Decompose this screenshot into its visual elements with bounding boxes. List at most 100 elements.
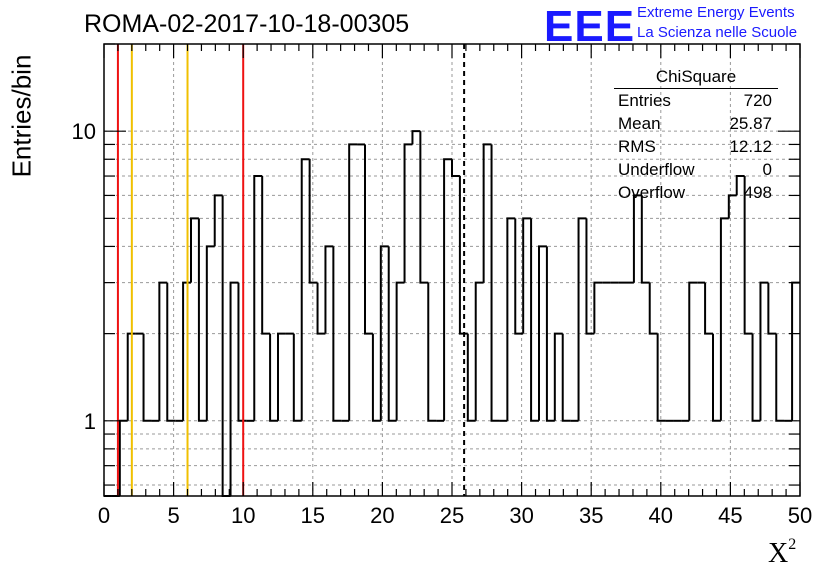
histogram-bin [166,282,176,422]
histogram-bin [593,281,603,334]
histogram-bin [269,333,278,422]
histogram-bin [585,218,595,335]
x-axis-label-base: X [768,538,789,569]
x-tick-label: 20 [370,503,394,528]
histogram-bin [719,217,729,421]
histogram-bin [704,282,713,335]
y-tick-label: 10 [72,119,96,144]
stats-value: 720 [743,91,772,110]
histogram-bin [205,245,215,421]
histogram-bin [727,194,737,219]
histogram-bin [324,245,334,334]
histogram-bin [451,159,460,178]
histogram-bin [316,282,326,335]
x-tick-label: 0 [98,503,110,528]
histogram-bin [561,333,571,422]
x-tick-label: 15 [301,503,325,528]
reference-lines [116,44,466,496]
stats-title: ChiSquare [614,66,778,89]
histogram-bin [775,333,785,422]
histogram-bin [229,281,239,496]
x-tick-label: 50 [788,503,812,528]
histogram-bin [656,333,666,422]
x-axis-label-superscript: 2 [788,536,797,553]
histogram-bin [530,218,539,422]
logo-line-1: Extreme Energy Events [637,4,795,21]
stats-value: 12.12 [729,137,772,156]
stats-value: 25.87 [729,114,772,133]
y-axis-label: Entries/bin [6,54,37,178]
histogram-bin [261,176,271,335]
histogram-bin [506,217,516,421]
histogram-bin [142,333,152,422]
histogram-bin [553,332,563,421]
histogram-bin [538,245,547,421]
x-tick-label: 30 [509,503,533,528]
histogram-bin [348,143,358,421]
logo-line-2: La Scienza nelle Scuole [637,24,798,41]
histogram-bin [427,282,437,422]
histogram-bin [213,194,223,247]
eee-logo: EEE [544,2,636,51]
histogram-bin [371,333,381,422]
histogram-bin [190,217,199,283]
histogram-bin [490,144,500,422]
histogram-bin [387,246,397,422]
histogram-bin [767,282,777,335]
x-axis-label: X2 [768,536,797,570]
histogram-bin [466,333,476,422]
histogram-bin [395,281,405,421]
histogram-bin [332,246,342,422]
histogram-bin [482,143,492,283]
histogram-bin [253,175,263,421]
stats-value: 498 [743,183,772,202]
stats-box: ChiSquare Entries 720 Mean 25.87 RMS 12.12 … [614,66,778,204]
plot-title: ROMA-02-2017-10-18-00305 [84,10,410,38]
histogram-bin [688,281,698,421]
histogram-bin [577,217,587,421]
histogram-bin [403,143,413,283]
stats-label: Mean [618,114,661,133]
x-tick-label: 25 [440,503,464,528]
stats-value: 0 [762,160,772,179]
histogram-bin [474,281,484,421]
histogram-bin [300,158,310,421]
stats-row-overflow: Overflow 498 [614,181,778,204]
histogram-bin [292,333,302,422]
stats-row-underflow: Underflow 0 [614,158,778,181]
stats-row-rms: RMS 12.12 [614,135,778,158]
histogram-bin [759,281,769,421]
histogram-bin [158,281,168,421]
stats-label: Underflow [618,160,695,179]
histogram-bin [419,131,429,284]
histogram-bin [379,245,389,421]
x-tick-label: 35 [579,503,603,528]
x-tick-label: 10 [231,503,255,528]
histogram-bin [791,281,800,421]
histogram-bin [277,332,286,421]
stats-row-entries: Entries 720 [614,89,778,112]
histogram-bin [743,176,753,335]
histogram-bin [364,144,373,335]
stats-label: RMS [618,137,656,156]
histogram-bin [443,158,452,421]
histogram-bin [735,175,745,196]
histogram-bin [308,159,318,284]
histogram-bin [545,246,555,422]
histogram-bin [751,333,761,422]
x-tick-label: 40 [649,503,673,528]
stats-label: Overflow [618,183,686,202]
histogram-bin [221,195,231,497]
histogram-bin [514,218,524,335]
histogram-bin [640,195,650,284]
y-tick-label: 1 [84,409,96,434]
tick-labels: 0 5 10 15 20 25 30 35 40 45 50 1 10 [72,119,813,528]
histogram-bin [126,332,136,421]
x-tick-label: 5 [167,503,179,528]
stats-row-mean: Mean 25.87 [614,112,778,135]
histogram-bin [712,333,721,422]
axis-ticks [103,43,801,496]
stats-label: Entries [618,91,671,110]
histogram-bin [458,176,468,335]
